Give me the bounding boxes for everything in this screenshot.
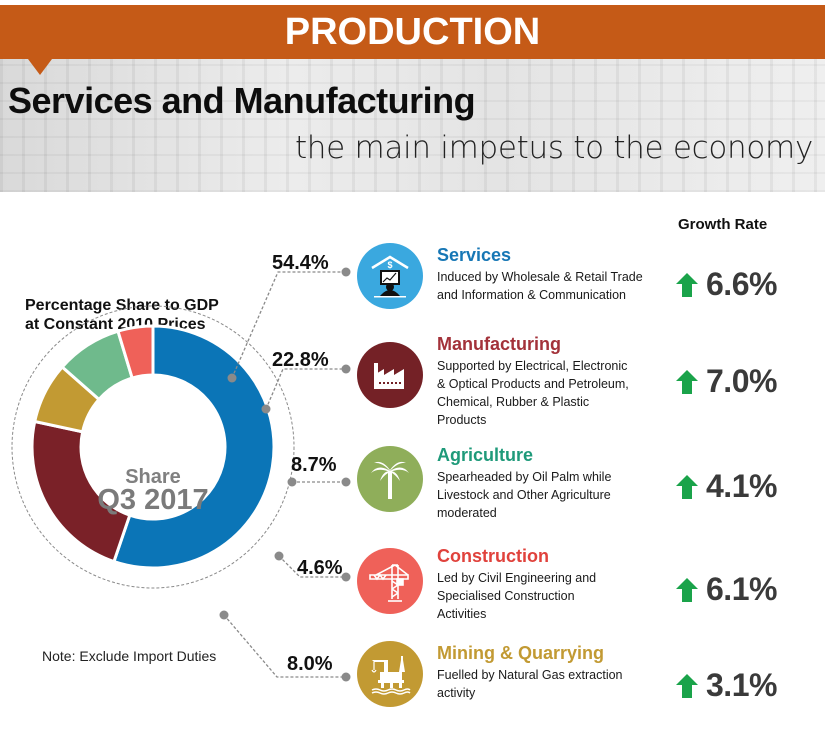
hero-title: Services and Manufacturing xyxy=(8,80,476,121)
sector-description: Spearheaded by Oil Palm while Livestock a… xyxy=(437,468,677,522)
donut-slice-manufacturing xyxy=(30,419,132,564)
sector-services: Services Induced by Wholesale & Retail Tr… xyxy=(437,244,677,304)
sector-description-line: & Optical Products and Petroleum, xyxy=(437,377,629,391)
sector-name: Construction xyxy=(437,546,549,566)
sector-description: Fuelled by Natural Gas extraction activit… xyxy=(437,666,677,702)
connector-line-manufacturing xyxy=(265,368,346,410)
palm-tree-icon xyxy=(357,446,423,512)
sector-description-line: Supported by Electrical, Electronic xyxy=(437,359,628,373)
share-value-mining-quarrying: 8.0% xyxy=(287,653,333,675)
connector-line-services xyxy=(231,271,346,379)
sector-description-line: Chemical, Rubber & Plastic xyxy=(437,395,590,409)
sector-agriculture: Agriculture Spearheaded by Oil Palm while… xyxy=(437,444,677,522)
share-value-agriculture: 8.7% xyxy=(291,454,337,476)
arrow-up-icon xyxy=(676,369,698,394)
donut-center-period: Q3 2017 xyxy=(97,484,209,516)
ring-dot-agriculture xyxy=(287,477,297,487)
growth-rate-agriculture: 4.1% xyxy=(676,468,777,505)
icon-dot-mining-quarrying xyxy=(341,672,351,682)
sector-description-line: moderated xyxy=(437,506,497,520)
growth-rate-mining-quarrying: 3.1% xyxy=(676,667,777,704)
ring-dot-mining-quarrying xyxy=(219,610,229,620)
arrow-up-icon xyxy=(676,577,698,602)
donut-note: Note: Exclude Import Duties xyxy=(42,648,217,664)
sector-manufacturing: Manufacturing Supported by Electrical, El… xyxy=(437,333,677,429)
share-value-manufacturing: 22.8% xyxy=(272,349,329,371)
icon-dot-agriculture xyxy=(341,477,351,487)
services-computer-icon: $ xyxy=(357,243,423,309)
sector-name: Mining & Quarrying xyxy=(437,643,605,663)
ring-dot-services xyxy=(227,373,237,383)
arrow-up-icon xyxy=(676,673,698,698)
donut-title-line1: Percentage Share to GDP xyxy=(25,297,219,314)
sector-description-line: activity xyxy=(437,686,476,700)
growth-rate-services: 6.6% xyxy=(676,266,777,303)
sector-name: Services xyxy=(437,245,512,265)
donut-center-label: Share xyxy=(125,466,181,488)
oil-rig-icon xyxy=(357,641,423,707)
sector-mining-quarrying: Mining & Quarrying Fuelled by Natural Gas… xyxy=(437,642,677,702)
share-value-construction: 4.6% xyxy=(297,557,343,579)
growth-rate-header: Growth Rate xyxy=(678,216,768,233)
banner-title: PRODUCTION xyxy=(284,10,541,53)
ring-dot-construction xyxy=(274,551,284,561)
growth-value: 7.0% xyxy=(706,363,777,399)
sector-description: Induced by Wholesale & Retail Trade and I… xyxy=(437,268,677,304)
donut-slice-services xyxy=(112,324,276,570)
factory-icon xyxy=(357,342,423,408)
dashed-ring xyxy=(11,305,295,589)
crane-icon xyxy=(357,548,423,614)
sector-description-line: Induced by Wholesale & Retail Trade xyxy=(437,270,643,284)
arrow-up-icon xyxy=(676,272,698,297)
icon-dot-construction xyxy=(341,572,351,582)
sector-description-line: Specialised Construction xyxy=(437,589,575,603)
sector-description-line: Livestock and Other Agriculture xyxy=(437,488,611,502)
share-value-services: 54.4% xyxy=(272,252,329,274)
icon-dot-manufacturing xyxy=(341,364,351,374)
sector-description-line: Fuelled by Natural Gas extraction xyxy=(437,668,623,682)
hero-subtitle: the main impetus to the economy xyxy=(294,130,813,166)
sector-description-line: Led by Civil Engineering and xyxy=(437,571,597,585)
ring-dot-manufacturing xyxy=(261,404,271,414)
sector-name: Agriculture xyxy=(437,445,534,465)
sector-description-line: Activities xyxy=(437,607,487,621)
growth-rate-manufacturing: 7.0% xyxy=(676,363,777,400)
growth-value: 4.1% xyxy=(706,468,777,504)
sector-description-line: and Information & Communication xyxy=(437,288,626,302)
arrow-up-icon xyxy=(676,474,698,499)
connector-line-construction xyxy=(278,555,346,578)
production-banner: PRODUCTION xyxy=(0,5,825,59)
growth-value: 6.1% xyxy=(706,571,777,607)
icon-dot-services xyxy=(341,267,351,277)
growth-value: 3.1% xyxy=(706,667,777,703)
sector-description: Supported by Electrical, Electronic & Opt… xyxy=(437,357,677,429)
sector-construction: Construction Led by Civil Engineering and… xyxy=(437,545,677,623)
growth-rate-construction: 6.1% xyxy=(676,571,777,608)
hero-background xyxy=(0,59,825,192)
banner-notch xyxy=(28,59,52,75)
donut-slice-construction xyxy=(116,324,155,380)
svg-text:$: $ xyxy=(387,260,392,270)
sector-description-line: Products xyxy=(437,413,487,427)
sector-description: Led by Civil Engineering and Specialised … xyxy=(437,569,677,623)
sector-name: Manufacturing xyxy=(437,334,561,354)
sector-description-line: Spearheaded by Oil Palm while xyxy=(437,470,612,484)
connector-line-mining-quarrying xyxy=(223,614,346,678)
growth-value: 6.6% xyxy=(706,266,777,302)
